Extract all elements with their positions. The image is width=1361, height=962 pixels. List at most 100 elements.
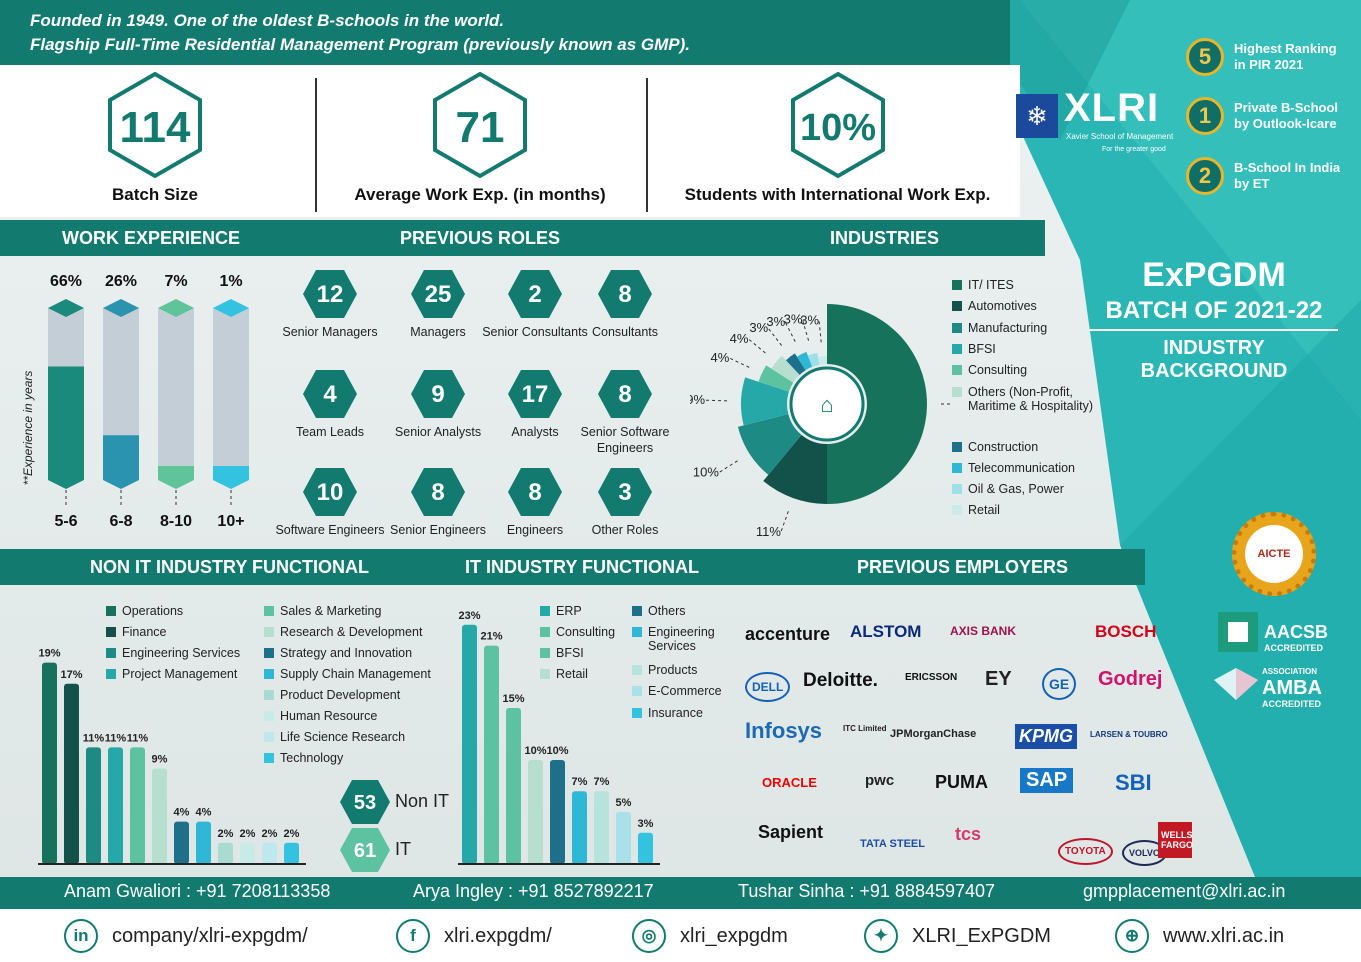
industry-value-label: 3% [784,311,803,326]
divider [646,78,648,212]
ranking-text: Private B-School [1234,100,1339,115]
role-label: Senior Engineers [390,523,486,537]
employer-logo: JPMorganChase [890,728,977,740]
legend-item: Retail [540,667,588,681]
industry-value-label: 10% [693,465,719,480]
contact-email[interactable]: gmpplacement@xlri.ac.in [1083,881,1286,901]
program-batch: BATCH OF 2021-22 [1090,297,1338,331]
legend-item: Sales & Marketing [264,604,381,618]
logo-name: XLRI [1064,86,1160,130]
employer-logo: KPMG [1015,724,1077,749]
social-text: xlri_expgdm [680,924,788,947]
contact-1[interactable]: Anam Gwaliori : +91 7208113358 [64,881,331,901]
svg-text:2: 2 [528,281,541,308]
svg-text:25: 25 [425,281,452,308]
work-exp-axis-label: **Experience in years [21,371,35,486]
legend-item: Project Management [106,667,237,681]
factory-icon-glyph: ⌂ [820,392,833,417]
aacsb-logo-icon [1218,612,1258,652]
svg-text:8: 8 [431,479,444,506]
industry-value-label: 3% [766,314,785,329]
work-exp-category-label: 6-8 [109,513,132,530]
laurel-badge-icon: 1 [1186,97,1224,135]
social-twitter[interactable]: ✦ XLRI_ExPGDM [864,919,1051,953]
work-exp-category-label: 8-10 [160,513,192,530]
work-experience-chart: 66% 5-6 26% 6-8 7% 8-10 1% 10+ **Experience in y… [21,273,249,530]
social-website[interactable]: ⊕ www.xlri.ac.in [1115,919,1284,953]
non-it-count-value: 53 [354,792,376,814]
employer-logo: pwc [865,772,895,789]
program-sub: INDUSTRY [1163,337,1265,359]
ranking-text: Highest Ranking [1234,41,1337,56]
industries-donut-chart: 50%11%10%9%4%4%3%3%3%3%⌂ [690,304,950,539]
section-title-work-exp: WORK EXPERIENCE [62,228,241,248]
legend-item: Human Resource [264,709,377,723]
snowflake-icon: ❄ [1016,94,1058,138]
ranking-item: 2 B-School In India by ET [1186,157,1340,195]
role-item: 10 Software Engineers [275,466,385,538]
stat-value: 71 [456,103,505,152]
role-label: Software Engineers [275,523,385,537]
bar-value-label: 17% [60,669,82,681]
industry-legend-item: Oil & Gas, Power [952,482,1097,496]
it-count-value: 61 [354,840,376,862]
stat-batch-size: 114 Batch Size [55,70,255,205]
bar [550,760,565,864]
bar [42,662,57,864]
bar [152,768,167,864]
role-item: 25 Managers [383,268,493,340]
svg-text:12: 12 [317,281,344,308]
industry-legend-item: Automotives [952,299,1097,313]
role-label: Senior Managers [282,325,378,339]
amba-text: ASSOCIATION AMBA ACCREDITED [1262,666,1322,710]
stat-value: 10% [799,107,875,149]
role-label: Managers [410,325,466,339]
bar [484,645,499,864]
employer-logo: Sapient [758,822,824,842]
social-instagram[interactable]: ◎ xlri_expgdm [632,919,788,953]
hexagon-icon: 10 [303,468,357,516]
social-text: company/xlri-expgdm/ [112,924,308,947]
employer-logo: SAP [1020,768,1074,793]
svg-text:4: 4 [323,381,337,408]
stat-work-exp: 71 Average Work Exp. (in months) [340,70,620,205]
role-item: 3 Other Roles [570,466,680,538]
section-title-it: IT INDUSTRY FUNCTIONAL [465,557,699,577]
bar-value-label: 3% [638,818,654,830]
social-facebook[interactable]: f xlri.expgdm/ [396,919,552,953]
bar-value-label: 11% [83,732,105,744]
work-exp-bar [213,299,249,508]
amba-pre: ASSOCIATION [1262,667,1317,676]
social-linkedin[interactable]: in company/xlri-expgdm/ [64,919,308,953]
employer-logo: AXIS BANK [950,624,1017,638]
legend-item: Product Development [264,688,400,702]
legend-item: Others [632,604,686,618]
svg-text:3: 3 [618,479,631,506]
bar-value-label: 7% [572,776,588,788]
industry-slice [818,356,827,365]
svg-text:8: 8 [528,479,541,506]
legend-item: Strategy and Innovation [264,646,412,660]
role-item: 4 Team Leads [275,368,385,440]
role-label: Other Roles [591,523,659,537]
role-item: 12 Senior Managers [275,268,385,340]
section-title-prev-roles: PREVIOUS ROLES [400,228,561,248]
legend-item: ERP [540,604,582,618]
legend-item: Technology [264,751,343,765]
industry-value-label: 9% [690,392,705,407]
bar [86,747,101,864]
industry-legend-item: Retail [952,503,1097,517]
aacsb-sub: ACCREDITED [1264,643,1324,653]
employers-logo-grid: accenture ALSTOM AXIS BANK BOSCH DELL Deloitt… [740,612,1210,874]
social-bar: in company/xlri-expgdm/ f xlri.expgdm/ ◎ xl… [0,909,1361,962]
role-item: 9 Senior Analysts [383,368,493,440]
laurel-badge-icon: 2 [1186,157,1224,195]
contact-2[interactable]: Arya Ingley : +91 8527892217 [413,881,654,901]
contact-3[interactable]: Tushar Sinha : +91 8884597407 [738,881,996,901]
bar-value-label: 9% [152,754,168,766]
bar-value-label: 2% [284,828,300,840]
hexagon-icon: 2 [508,270,562,318]
employer-logo: ALSTOM [850,622,922,641]
bar-value-label: 5% [616,797,632,809]
hexagon-icon: 4 [303,370,357,418]
